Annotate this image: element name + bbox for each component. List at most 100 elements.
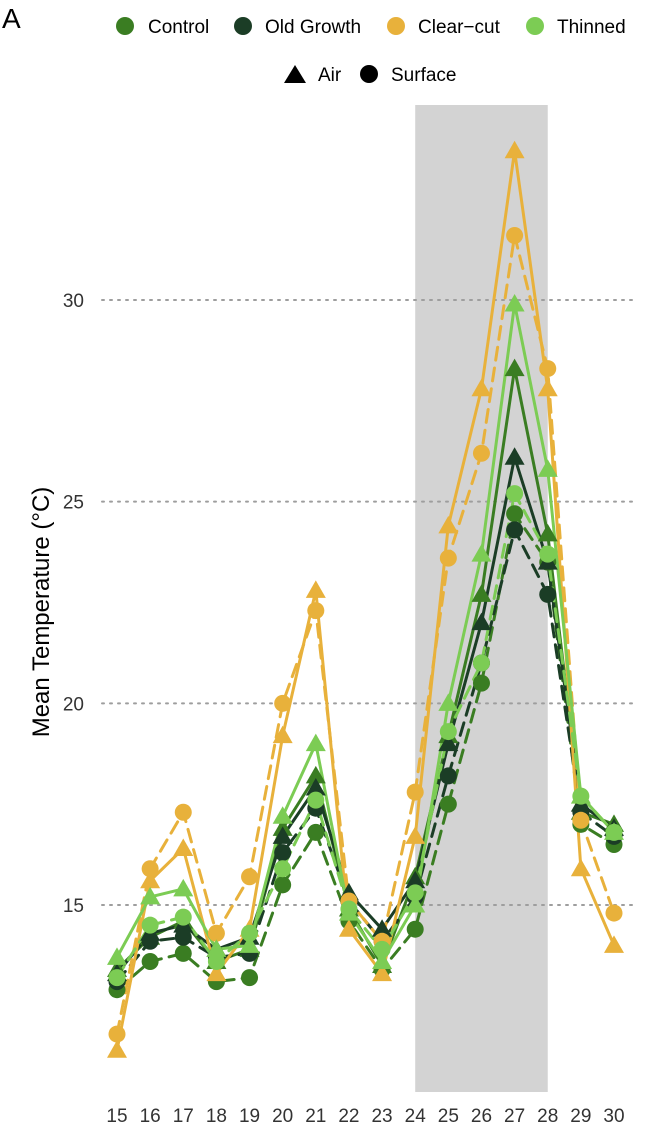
legend-label-surface: Surface — [391, 65, 456, 86]
point-clear-cut-surface — [141, 860, 159, 878]
x-tick-label: 20 — [272, 1106, 293, 1127]
legend-item-control[interactable]: Control — [116, 17, 209, 38]
point-clear-cut-air — [173, 838, 194, 857]
point-control-air — [471, 584, 492, 602]
point-clear-cut-air — [537, 378, 558, 397]
x-tick-label: 22 — [338, 1106, 359, 1127]
x-tick-label: 16 — [140, 1106, 161, 1127]
legend-treatments: Control Old Growth Clear−cut Thinned — [116, 17, 626, 38]
point-clear-cut-air — [405, 826, 426, 844]
x-tick-label: 25 — [438, 1106, 459, 1127]
point-thinned-surface — [340, 900, 358, 918]
point-thinned-air — [272, 806, 293, 824]
point-old-growth-air — [372, 919, 393, 937]
point-clear-cut-surface — [506, 226, 524, 244]
point-thinned-air — [372, 951, 393, 969]
point-thinned-surface — [506, 485, 524, 503]
y-tick-label: 30 — [63, 291, 84, 312]
point-clear-cut-air — [206, 963, 227, 982]
point-control-air — [305, 765, 326, 784]
legend-swatch-old-growth — [234, 17, 252, 35]
series-line-clear-cut-surface — [115, 234, 616, 1036]
point-clear-cut-air — [570, 858, 591, 877]
point-thinned-air — [438, 693, 459, 711]
point-clear-cut-surface — [605, 904, 623, 922]
y-tick-label: 25 — [63, 493, 84, 514]
point-old-growth-surface — [174, 928, 192, 946]
legend-item-thinned[interactable]: Thinned — [526, 17, 626, 38]
legend-swatch-thinned — [526, 17, 544, 35]
point-clear-cut-surface — [572, 811, 590, 829]
legend-item-surface[interactable]: Surface — [360, 65, 456, 86]
legend-item-old-growth[interactable]: Old Growth — [234, 17, 361, 38]
point-thinned-surface — [141, 916, 159, 934]
legend-label-old-growth: Old Growth — [265, 17, 361, 38]
y-tick-label: 15 — [63, 896, 84, 917]
point-thinned-surface — [439, 723, 457, 741]
panel-label: A — [2, 3, 21, 34]
point-control-surface — [472, 674, 490, 692]
point-clear-cut-surface — [174, 803, 192, 821]
point-control-air — [504, 358, 525, 377]
point-old-growth-surface — [141, 932, 159, 950]
point-clear-cut-air — [338, 919, 359, 937]
point-clear-cut-surface — [539, 360, 557, 378]
point-thinned-surface — [572, 787, 590, 805]
x-tick-label: 26 — [471, 1106, 492, 1127]
legend-swatch-clear-cut — [387, 17, 405, 35]
point-thinned-air — [107, 947, 127, 965]
triangle-icon — [284, 65, 306, 83]
point-thinned-surface — [307, 791, 325, 809]
legend-label-control: Control — [148, 17, 209, 38]
point-thinned-air — [140, 886, 161, 905]
point-old-growth-air — [471, 612, 492, 631]
legend-shapes: Air Surface — [284, 65, 456, 86]
x-tick-label: 18 — [206, 1106, 227, 1127]
point-clear-cut-air — [140, 870, 161, 889]
point-control-air — [537, 523, 558, 542]
point-thinned-surface — [241, 924, 259, 942]
point-clear-cut-air — [604, 935, 624, 953]
point-thinned-air — [239, 935, 260, 953]
series-line-old-growth-air — [115, 455, 616, 976]
point-old-growth-air — [438, 733, 459, 752]
point-clear-cut-surface — [307, 602, 325, 620]
legend-label-air: Air — [318, 65, 342, 86]
circle-icon — [360, 65, 378, 83]
point-thinned-surface — [472, 654, 490, 672]
point-control-surface — [241, 969, 259, 987]
point-thinned-surface — [174, 908, 192, 926]
series-line-thinned-surface — [115, 492, 616, 980]
point-clear-cut-surface — [274, 694, 292, 712]
point-old-growth-air — [305, 778, 326, 796]
x-tick-label: 29 — [570, 1106, 591, 1127]
x-tick-label: 21 — [305, 1106, 326, 1127]
point-old-growth-surface — [506, 521, 524, 539]
y-axis-label: Mean Temperature (°C) — [28, 487, 55, 738]
legend-label-thinned: Thinned — [557, 17, 626, 38]
legend-item-air[interactable]: Air — [284, 65, 342, 86]
point-thinned-air — [471, 544, 492, 562]
x-tick-label: 24 — [405, 1106, 427, 1127]
point-thinned-surface — [108, 969, 126, 987]
point-control-surface — [439, 795, 457, 813]
point-control-surface — [274, 876, 292, 894]
point-clear-cut-surface — [108, 1025, 126, 1043]
point-clear-cut-surface — [472, 444, 490, 462]
point-old-growth-surface — [274, 844, 292, 862]
point-thinned-surface — [373, 940, 391, 958]
series-line-clear-cut-air — [115, 149, 616, 1052]
point-thinned-surface — [207, 952, 225, 970]
x-tick-label: 27 — [504, 1106, 525, 1127]
point-old-growth-surface — [439, 767, 457, 785]
legend-label-clear-cut: Clear−cut — [418, 17, 501, 38]
point-clear-cut-air — [305, 580, 326, 598]
x-tick-label: 19 — [239, 1106, 260, 1127]
point-clear-cut-air — [107, 1040, 127, 1058]
point-thinned-air — [405, 895, 426, 913]
y-tick-label: 20 — [63, 694, 84, 715]
point-clear-cut-air — [471, 378, 492, 397]
point-clear-cut-surface — [439, 549, 457, 567]
legend-item-clear-cut[interactable]: Clear−cut — [387, 17, 501, 38]
point-clear-cut-surface — [241, 868, 259, 886]
